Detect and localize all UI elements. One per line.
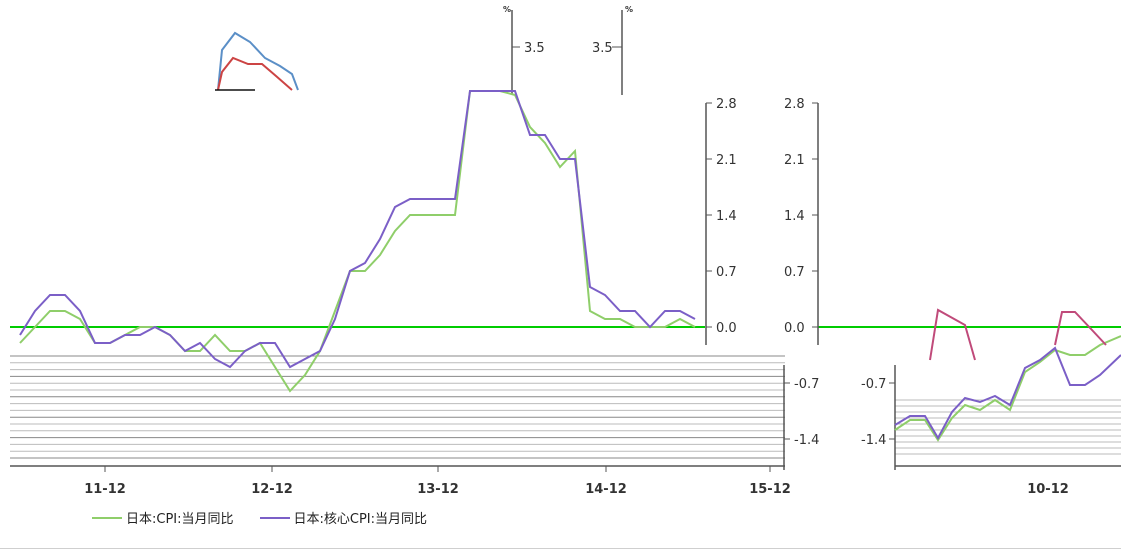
axes-group: 2.8 2.8 2.1 2.1 1.4 1.4 0.7 0.7 0.0 0.0 -0.7 -0.7 -1… bbox=[10, 97, 1121, 470]
x-tick-label: 11-12 bbox=[84, 482, 126, 497]
unit-label-left: % bbox=[503, 5, 511, 14]
y-tick-label-right: 0.0 bbox=[784, 321, 805, 336]
left-top-tick-label: 3.5 bbox=[524, 41, 545, 56]
render-artifact-stripes bbox=[10, 355, 1121, 459]
series-line-core-cpi bbox=[19, 90, 696, 369]
series-line-red-right-panel-2 bbox=[1054, 311, 1107, 346]
y-tick-label-right: 2.1 bbox=[784, 153, 805, 168]
fragment-line-red bbox=[217, 56, 293, 91]
fragment-line-blue bbox=[217, 31, 299, 91]
x-tick-label: 12-12 bbox=[251, 482, 293, 497]
y-tick-label-left: 2.1 bbox=[716, 153, 737, 168]
x-tick-label: 15-12 bbox=[749, 482, 791, 497]
y-tick-label-left: -1.4 bbox=[794, 433, 819, 448]
top-fragment-axes: % 3.5 % 3.5 bbox=[215, 5, 633, 95]
series-line-cpi bbox=[19, 90, 696, 393]
y-tick-label-left: 1.4 bbox=[716, 209, 737, 224]
legend-item-cpi: 日本:CPI:当月同比 bbox=[92, 508, 234, 527]
legend-label-core-cpi: 日本:核心CPI:当月同比 bbox=[293, 512, 428, 527]
legend-item-core-cpi: 日本:核心CPI:当月同比 bbox=[259, 508, 428, 527]
y-tick-label-right: -1.4 bbox=[861, 433, 886, 448]
legend-label-cpi: 日本:CPI:当月同比 bbox=[126, 512, 234, 527]
x-tick-label-right: 10-12 bbox=[1027, 482, 1069, 497]
legend: 日本:CPI:当月同比 日本:核心CPI:当月同比 bbox=[92, 508, 427, 527]
legend-swatch-cpi bbox=[92, 516, 122, 519]
x-tick-label: 14-12 bbox=[585, 482, 627, 497]
legend-swatch-core-cpi bbox=[259, 516, 290, 519]
series-line-cpi-right-panel bbox=[894, 335, 1121, 442]
y-tick-label-right: -0.7 bbox=[861, 377, 886, 392]
series-line-core-cpi-right-panel bbox=[894, 346, 1121, 441]
y-tick-label-left: 0.7 bbox=[716, 265, 737, 280]
y-tick-label-left: 0.0 bbox=[716, 321, 737, 336]
y-tick-label-left: 2.8 bbox=[716, 97, 737, 112]
y-tick-label-left: -0.7 bbox=[794, 377, 819, 392]
right-top-tick-label: 3.5 bbox=[592, 41, 613, 56]
series-line-red-right-panel bbox=[929, 308, 976, 361]
x-axis-labels: 11-12 12-12 13-12 14-12 15-12 10-12 bbox=[84, 466, 1069, 497]
bottom-rule bbox=[0, 548, 1121, 549]
y-tick-label-right: 2.8 bbox=[784, 97, 805, 112]
unit-label-right: % bbox=[625, 5, 633, 14]
x-tick-label: 13-12 bbox=[417, 482, 459, 497]
series-layer bbox=[19, 90, 1121, 442]
y-tick-label-right: 1.4 bbox=[784, 209, 805, 224]
y-tick-label-right: 0.7 bbox=[784, 265, 805, 280]
